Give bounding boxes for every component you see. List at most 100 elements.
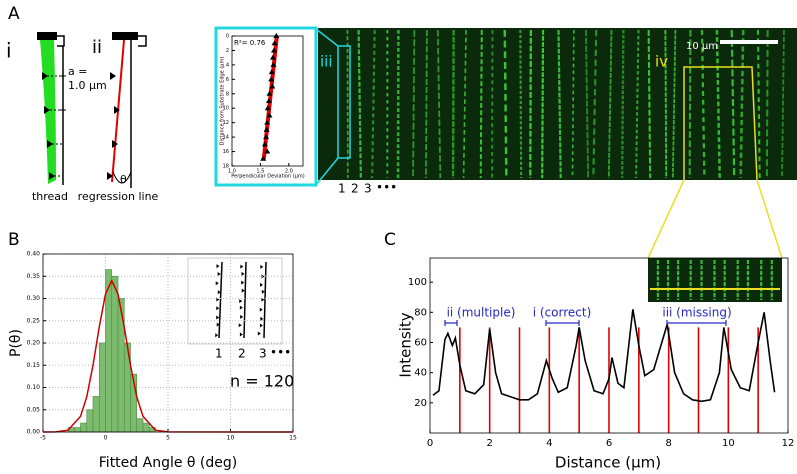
y-tick-label: 100: [408, 277, 427, 288]
marker: [264, 105, 271, 111]
histogram-inset: [187, 257, 283, 345]
schematic-ii: [107, 32, 147, 188]
marker: [241, 271, 245, 276]
marker: [260, 155, 267, 161]
y-tick-label: 20: [414, 398, 427, 409]
marker: [216, 322, 220, 327]
fiber: [529, 29, 533, 179]
y-tick-label: 0.00: [27, 429, 41, 436]
x-tick-label: 1.0: [228, 169, 236, 175]
fiber-number: 2: [351, 182, 359, 196]
marker: [269, 83, 276, 89]
marker: [266, 90, 273, 96]
x-tick-label: 4: [546, 438, 552, 449]
fiber: [730, 29, 736, 179]
marker: [263, 134, 270, 140]
x-tick-label: 8: [665, 438, 671, 449]
fiber-number: 2: [238, 347, 246, 361]
x-tick-label: 0: [427, 438, 433, 449]
bar: [80, 422, 88, 433]
scale-bar: [720, 40, 778, 44]
y-tick-label: 0.30: [27, 295, 41, 302]
fiber: [557, 29, 562, 179]
fiber: [647, 29, 652, 179]
fiber: [571, 29, 575, 179]
bar: [92, 396, 100, 433]
bar: [73, 427, 81, 433]
fiber: [451, 29, 455, 179]
marker: [240, 264, 244, 269]
y-tick-label: 0.25: [27, 317, 41, 324]
schematic-i: [37, 32, 66, 185]
intensity-line: [432, 309, 776, 403]
marker: [239, 299, 243, 304]
annotation: n = 120: [230, 372, 294, 391]
marker: [268, 76, 275, 82]
y-tick-label: 0.35: [27, 273, 41, 280]
fiber: [503, 29, 508, 179]
fiber: [479, 29, 483, 179]
y-tick-label: 40: [414, 368, 427, 379]
marker: [271, 47, 278, 53]
region-box: [337, 45, 351, 159]
fiber: [584, 29, 590, 179]
marker: [241, 280, 245, 285]
x-tick-label: -5: [40, 435, 46, 442]
y-tick-label: 0.15: [27, 362, 41, 369]
zoom-fibers: [656, 260, 773, 300]
y-tick-label: 0.40: [27, 251, 41, 258]
zoom-connector: [647, 66, 783, 259]
x-tick-label: 5: [166, 435, 170, 442]
y-tick-label: 10: [223, 106, 229, 112]
marker: [238, 323, 242, 328]
x-tick-label: 2.0: [285, 169, 293, 175]
spacing-label: a =: [68, 65, 87, 78]
fiber: [462, 29, 467, 179]
x-axis-label: Distance (μm): [555, 454, 661, 472]
x-axis-label: Perpendicular Deviation (µm): [231, 174, 304, 180]
spacing-label: 1.0 μm: [68, 79, 107, 92]
y-tick-label: 0.10: [27, 384, 41, 391]
marker: [261, 141, 268, 147]
bar: [136, 418, 144, 433]
schematic-caption: regression line: [78, 190, 159, 203]
fiber: [765, 29, 769, 179]
angle-label: θ: [120, 173, 127, 186]
marker: [261, 289, 265, 294]
bar: [111, 275, 119, 433]
fiber-number: 3: [259, 347, 267, 361]
marker: [216, 315, 220, 320]
marker: [269, 54, 276, 60]
y-tick-label: 2: [226, 48, 229, 54]
y-tick-label: 80: [414, 307, 427, 318]
plot-frame: [231, 35, 304, 167]
y-tick-label: 12: [223, 120, 229, 126]
fiber: [715, 29, 721, 179]
marker: [240, 314, 244, 319]
fiber: [607, 29, 613, 179]
fiber: [519, 29, 523, 179]
marker: [260, 316, 264, 321]
marker: [259, 307, 263, 312]
marker: [273, 33, 280, 38]
fibers: [346, 29, 785, 179]
annotation: i (correct): [533, 306, 592, 320]
marker: [217, 290, 221, 295]
marker: [261, 274, 265, 279]
panel-label: C: [384, 230, 396, 250]
marker: [270, 61, 277, 67]
fiber-number: 1: [215, 347, 223, 361]
zoom-connector: [315, 28, 339, 186]
fiber: [671, 29, 677, 179]
x-axis-label: Fitted Angle θ (deg): [99, 455, 237, 471]
ellipsis: •••: [270, 346, 291, 360]
y-tick-label: 18: [223, 164, 229, 170]
marker: [264, 148, 271, 154]
fiber: [436, 29, 442, 179]
marker: [257, 331, 261, 336]
marker: [239, 332, 243, 337]
marker: [260, 264, 264, 269]
fiber: [412, 29, 416, 179]
marker: [266, 112, 273, 118]
